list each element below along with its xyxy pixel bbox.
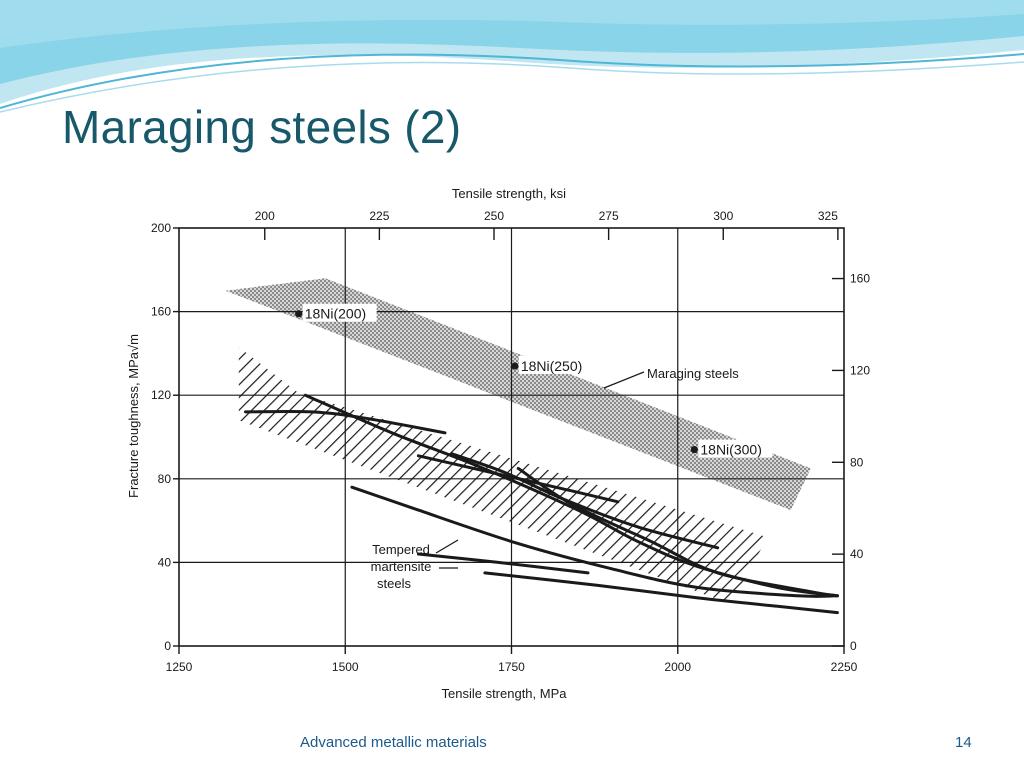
toughness-curve-8 [416, 552, 590, 575]
toughness-curve-1 [244, 409, 447, 435]
y-tick-label: 40 [158, 555, 172, 569]
x-tick-label: 2000 [664, 660, 691, 674]
data-point-18ni-250 [511, 362, 519, 370]
x-top-tick-label: 250 [484, 209, 504, 223]
y-tick-label: 200 [151, 221, 171, 235]
x-top-tick-label: 325 [818, 209, 838, 223]
slide-title: Maraging steels (2) [62, 101, 462, 153]
x-top-tick-label: 275 [599, 209, 619, 223]
y-right-tick-label: 0 [850, 639, 857, 653]
x-axis-bottom-label: Tensile strength, MPa [441, 686, 567, 701]
x-tick-label: 1750 [498, 660, 525, 674]
label-bg-18ni-200 [302, 303, 377, 322]
toughness-curve-5 [516, 466, 839, 598]
data-point-18ni-200 [295, 310, 303, 318]
maraging-steels-label: Maraging steels [647, 366, 739, 381]
fracture-toughness-chart: 18Ni(200) 18Ni(250) 18Ni(300) 1250 1500 1750… [114, 178, 874, 710]
data-label-18ni-200: 18Ni(200) [305, 306, 366, 322]
label-bg-18ni-300 [698, 439, 773, 458]
y-right-tick-label: 40 [850, 547, 864, 561]
x-tick-label: 1250 [166, 660, 193, 674]
label-bg-18ni-250 [518, 355, 593, 374]
footer-text: Advanced metallic materials [300, 734, 487, 751]
y-right-tick-label: 120 [850, 363, 870, 377]
tempered-leader-upper [435, 539, 459, 554]
toughness-curve-7 [483, 571, 839, 615]
y-right-tick-label: 160 [850, 272, 870, 286]
x-tick-label: 2250 [831, 660, 858, 674]
header-wave-decoration [0, 0, 1024, 113]
region-maraging-steels [225, 278, 811, 511]
y-axis-left-label: Fracture toughness, MPa√m [126, 334, 141, 498]
y-right-tick-label: 80 [850, 455, 864, 469]
y-tick-label: 80 [158, 472, 172, 486]
x-top-tick-label: 200 [255, 209, 275, 223]
toughness-curve-6 [350, 485, 839, 598]
x-tick-label: 1500 [332, 660, 359, 674]
y-tick-label: 0 [164, 639, 171, 653]
y-tick-label: 120 [151, 388, 171, 402]
tempered-martensite-label: Tempered martensite steels [371, 542, 432, 591]
data-label-18ni-300: 18Ni(300) [700, 442, 761, 458]
data-label-18ni-250: 18Ni(250) [521, 358, 582, 374]
x-axis-top-label: Tensile strength, ksi [452, 186, 566, 201]
x-top-tick-label: 225 [369, 209, 389, 223]
maraging-leader-line [603, 371, 645, 389]
page-number: 14 [955, 734, 972, 751]
x-top-tick-label: 300 [713, 209, 733, 223]
y-tick-label: 160 [151, 305, 171, 319]
data-point-18ni-300 [690, 445, 698, 454]
